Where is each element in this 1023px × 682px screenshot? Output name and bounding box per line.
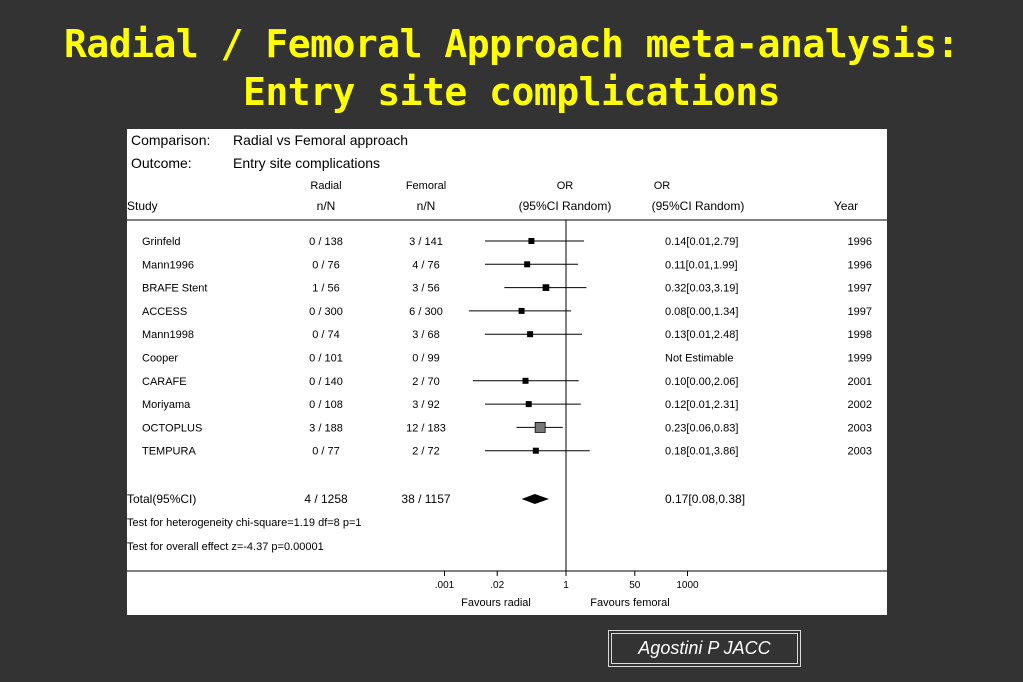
radial-count: 0 / 140 <box>309 376 343 388</box>
header-or-plot-top: OR <box>557 180 574 192</box>
header-or-text-top: OR <box>654 180 671 192</box>
comparison-label: Comparison: <box>131 132 210 148</box>
femoral-count: 2 / 70 <box>412 376 440 388</box>
outcome-value: Entry site complications <box>233 155 380 171</box>
study-name: Grinfeld <box>142 236 181 248</box>
femoral-count: 12 / 183 <box>406 422 446 434</box>
header-year: Year <box>834 199 858 213</box>
or-ci-text: 0.32[0.03,3.19] <box>665 283 738 295</box>
slide-title: Radial / Femoral Approach meta-analysis:… <box>0 20 1023 116</box>
header-femoral-bottom: n/N <box>417 199 436 213</box>
or-ci-text: Not Estimable <box>665 353 733 365</box>
femoral-count: 6 / 300 <box>409 306 443 318</box>
study-name: OCTOPLUS <box>142 422 202 434</box>
pooled-diamond <box>521 494 549 504</box>
radial-count: 1 / 56 <box>312 283 340 295</box>
study-name: BRAFE Stent <box>142 283 207 295</box>
forest-plot-panel: Comparison: Radial vs Femoral approach O… <box>127 129 887 615</box>
comparison-value: Radial vs Femoral approach <box>233 132 408 148</box>
or-ci-text: 0.13[0.01,2.48] <box>665 329 738 341</box>
point-estimate <box>524 261 531 268</box>
title-line-1: Radial / Femoral Approach meta-analysis: <box>63 22 960 66</box>
x-tick-label: 1000 <box>676 580 699 591</box>
study-rows: Grinfeld 0 / 138 3 / 141 0.14[0.01,2.79] 199… <box>142 236 872 458</box>
study-name: Mann1996 <box>142 259 194 271</box>
study-year: 1997 <box>848 306 872 318</box>
study-year: 2001 <box>848 376 872 388</box>
point-estimate <box>542 284 550 291</box>
radial-count: 0 / 76 <box>312 259 340 271</box>
study-year: 1997 <box>848 283 872 295</box>
point-estimate <box>518 307 525 314</box>
or-ci-text: 0.08[0.00,1.34] <box>665 306 738 318</box>
or-ci-text: 0.14[0.01,2.79] <box>665 236 738 248</box>
study-year: 2002 <box>848 399 872 411</box>
x-tick-label: 50 <box>629 580 641 591</box>
total-label: Total(95%CI) <box>127 492 196 506</box>
study-year: 2003 <box>848 446 872 458</box>
heterogeneity-test: Test for heterogeneity chi-square=1.19 d… <box>127 517 362 529</box>
point-estimate <box>527 331 534 338</box>
point-estimate <box>525 401 532 408</box>
radial-count: 0 / 108 <box>309 399 343 411</box>
study-name: TEMPURA <box>142 446 196 458</box>
header-femoral-top: Femoral <box>406 180 446 192</box>
study-name: Mann1998 <box>142 329 194 341</box>
favours-femoral: Favours femoral <box>590 597 669 609</box>
total-radial: 4 / 1258 <box>304 492 348 506</box>
outcome-label: Outcome: <box>131 155 192 171</box>
radial-count: 0 / 300 <box>309 306 343 318</box>
radial-count: 0 / 101 <box>309 353 343 365</box>
study-name: CARAFE <box>142 376 187 388</box>
x-tick-label: 1 <box>563 580 569 591</box>
header-radial-bottom: n/N <box>317 199 336 213</box>
study-year: 1999 <box>848 353 872 365</box>
femoral-count: 3 / 92 <box>412 399 440 411</box>
header-study: Study <box>127 199 158 213</box>
or-ci-text: 0.18[0.01,3.86] <box>665 446 738 458</box>
or-ci-text: 0.12[0.01,2.31] <box>665 399 738 411</box>
citation-box: Agostini P JACC <box>608 630 801 667</box>
femoral-count: 3 / 68 <box>412 329 440 341</box>
study-year: 1996 <box>848 236 872 248</box>
femoral-count: 3 / 56 <box>412 283 440 295</box>
title-line-2: Entry site complications <box>242 70 781 114</box>
study-name: ACCESS <box>142 306 187 318</box>
point-estimate <box>534 421 546 433</box>
total-femoral: 38 / 1157 <box>401 492 450 506</box>
header-or-plot-bottom: (95%CI Random) <box>519 199 612 213</box>
x-tick-label: .02 <box>490 580 504 591</box>
forest-plot: Comparison: Radial vs Femoral approach O… <box>127 132 887 609</box>
femoral-count: 2 / 72 <box>412 446 440 458</box>
overall-effect-test: Test for overall effect z=-4.37 p=0.0000… <box>127 541 324 553</box>
study-year: 1998 <box>848 329 872 341</box>
or-ci-text: 0.10[0.00,2.06] <box>665 376 738 388</box>
study-year: 1996 <box>848 259 872 271</box>
citation-text: Agostini P JACC <box>611 633 798 664</box>
point-estimate <box>532 447 539 454</box>
femoral-count: 4 / 76 <box>412 259 440 271</box>
point-estimate <box>528 238 535 245</box>
study-name: Moriyama <box>142 399 191 411</box>
or-ci-text: 0.23[0.06,0.83] <box>665 422 738 434</box>
favours-radial: Favours radial <box>461 597 531 609</box>
radial-count: 0 / 77 <box>312 446 340 458</box>
femoral-count: 3 / 141 <box>409 236 443 248</box>
study-year: 2003 <box>848 422 872 434</box>
radial-count: 3 / 188 <box>309 422 343 434</box>
header-radial-top: Radial <box>310 180 341 192</box>
study-name: Cooper <box>142 353 178 365</box>
x-axis: .001 .02 1 50 1000 <box>435 571 699 591</box>
x-tick-label: .001 <box>435 580 455 591</box>
radial-count: 0 / 74 <box>312 329 340 341</box>
or-ci-text: 0.11[0.01,1.99] <box>665 259 738 271</box>
femoral-count: 0 / 99 <box>412 353 440 365</box>
header-or-text-bottom: (95%CI Random) <box>652 199 745 213</box>
forest-marks <box>468 220 590 571</box>
radial-count: 0 / 138 <box>309 236 343 248</box>
point-estimate <box>522 377 529 384</box>
total-or-text: 0.17[0.08,0.38] <box>665 492 745 506</box>
